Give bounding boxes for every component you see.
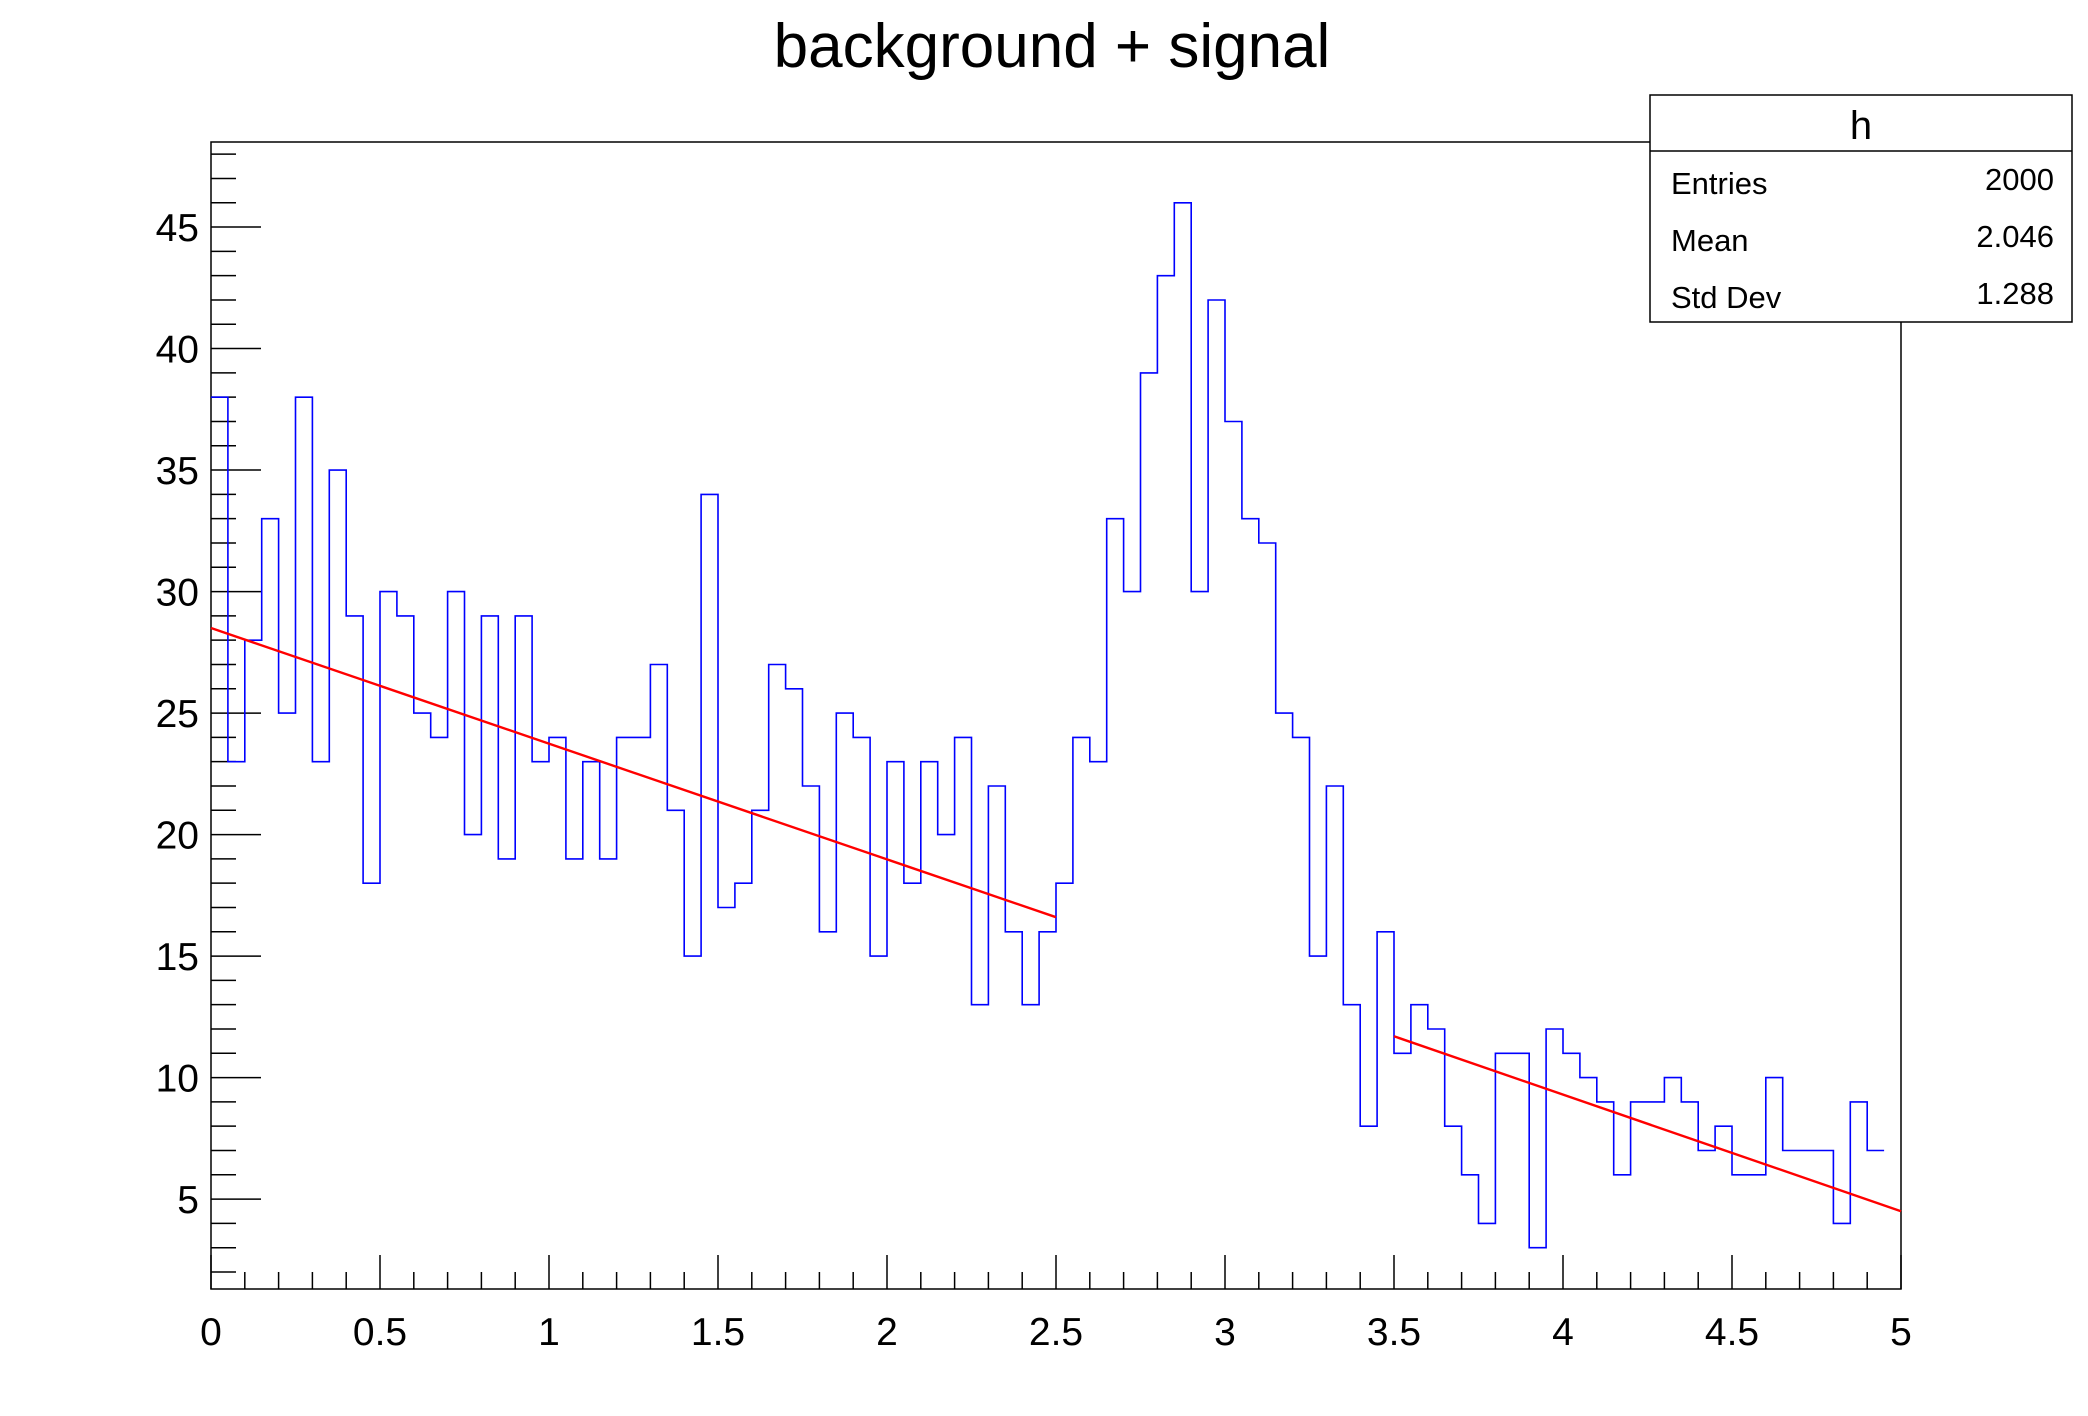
y-tick-label: 35 [156, 450, 199, 493]
y-tick-label: 30 [156, 572, 199, 615]
x-tick-label: 4.5 [1705, 1311, 1759, 1354]
stats-stddev-label: Std Dev [1671, 280, 1782, 315]
y-tick-label: 20 [156, 815, 199, 858]
x-tick-label: 0.5 [353, 1311, 407, 1354]
y-tick-label: 15 [156, 936, 199, 979]
fit-line [1393, 1035, 1902, 1213]
y-tick-label: 40 [156, 329, 199, 372]
y-tick-label: 25 [156, 693, 199, 736]
x-tick-label: 5 [1890, 1311, 1912, 1354]
y-tick-label: 45 [156, 207, 199, 250]
x-tick-label: 1.5 [691, 1311, 745, 1354]
histogram-series [211, 202, 1885, 1249]
y-tick-label: 5 [177, 1179, 199, 1222]
x-tick-label: 3.5 [1367, 1311, 1421, 1354]
axes: 0 0.5 1 1.5 2 2.5 3 3.5 4 4.5 5 5 10 15 20 25 30 35 40 45 [156, 153, 1912, 1354]
x-tick-label: 0 [200, 1311, 222, 1354]
x-tick-label: 3 [1214, 1311, 1236, 1354]
stats-entries-label: Entries [1671, 166, 1767, 201]
x-tick-label: 2.5 [1029, 1311, 1083, 1354]
fit-line [210, 626, 1057, 919]
stats-entries-value: 2000 [1985, 162, 2054, 197]
stats-box-frame [1649, 94, 2073, 323]
stats-box: h Entries 2000 Mean 2.046 Std Dev 1.288 [1649, 94, 2073, 323]
x-tick-label: 1 [538, 1311, 560, 1354]
stats-mean-value: 2.046 [1976, 219, 2054, 254]
stats-stddev-value: 1.288 [1976, 276, 2054, 311]
stats-box-title: h [1850, 104, 1872, 148]
x-tick-label: 2 [876, 1311, 898, 1354]
stats-mean-label: Mean [1671, 223, 1749, 258]
y-tick-label: 10 [156, 1058, 199, 1101]
series-layer [211, 202, 1885, 1249]
chart-title: background + signal [774, 12, 1331, 81]
fit-layer [210, 626, 1902, 1213]
x-tick-label: 4 [1552, 1311, 1574, 1354]
